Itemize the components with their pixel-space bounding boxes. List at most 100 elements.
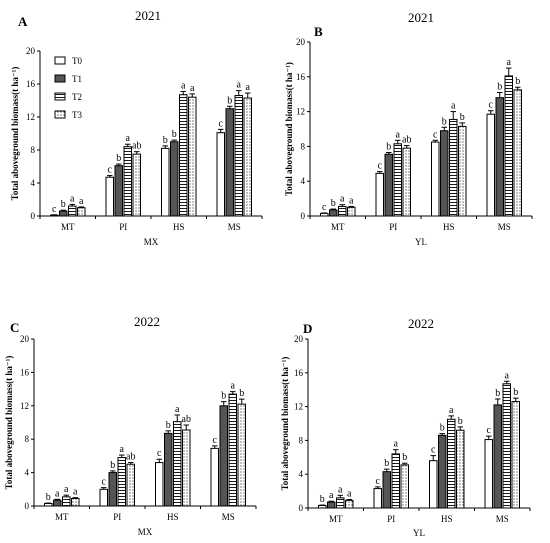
significance-letter: b [320, 494, 325, 505]
significance-letter: a [505, 370, 510, 381]
bar-t2 [447, 418, 456, 509]
bar-t1 [327, 501, 336, 509]
significance-letter: a [231, 381, 236, 392]
bar-t1 [493, 404, 502, 509]
panel-year-title: 2022 [408, 316, 434, 331]
panel-letter: C [10, 320, 19, 335]
significance-letter: a [449, 405, 454, 416]
significance-letter: ab [126, 452, 135, 463]
significance-letter: b [166, 420, 171, 431]
significance-letter: b [442, 116, 447, 127]
significance-letter: a [329, 490, 334, 501]
panel-year-title: 2021 [408, 10, 434, 25]
significance-letter: a [394, 439, 399, 450]
category-label: PI [389, 222, 397, 232]
significance-letter: ab [132, 141, 141, 152]
bar-t2 [173, 421, 182, 507]
y-tick-label: 16 [294, 368, 304, 378]
y-tick-label: 0 [299, 503, 304, 513]
bar-t2 [62, 496, 71, 507]
category-label: MT [55, 512, 69, 522]
bar-t1 [53, 499, 62, 507]
significance-letter: c [376, 476, 381, 487]
significance-letter: a [181, 80, 186, 91]
bar-t2 [504, 75, 513, 217]
y-tick-label: 16 [296, 72, 306, 82]
y-tick-label: 4 [25, 468, 30, 478]
significance-letter: b [386, 141, 391, 152]
category-label: MS [228, 222, 241, 232]
y-tick-label: 20 [20, 334, 30, 344]
y-tick-label: 12 [20, 401, 29, 411]
significance-letter: a [246, 82, 251, 93]
significance-letter: a [190, 83, 195, 94]
significance-letter: c [102, 477, 107, 488]
significance-letter: a [237, 80, 242, 91]
significance-letter: a [55, 488, 60, 499]
significance-letter: c [322, 202, 327, 213]
panel-letter: D [303, 321, 312, 336]
significance-letter: a [73, 487, 78, 498]
bar-t2 [123, 146, 132, 217]
bar-t2 [391, 453, 400, 509]
bar-t0 [431, 141, 440, 217]
significance-letter: b [440, 423, 445, 434]
legend-label-t2: T2 [72, 92, 82, 102]
bar-t3 [132, 153, 141, 217]
significance-letter: a [396, 129, 401, 140]
x-axis-label: MX [138, 527, 153, 537]
bar-t3 [243, 97, 252, 217]
y-tick-label: 16 [20, 367, 30, 377]
bar-t3 [71, 497, 80, 507]
legend-swatch-t1 [54, 74, 66, 83]
bar-t0 [50, 214, 59, 217]
bar-t3 [458, 125, 467, 217]
significance-letter: b [61, 199, 66, 210]
significance-letter: b [384, 458, 389, 469]
significance-letter: a [70, 193, 75, 204]
significance-letter: a [349, 195, 354, 206]
bar-t2 [234, 95, 243, 217]
y-tick-label: 16 [26, 79, 36, 89]
y-axis-label: Total aboveground biomass(t ha⁻¹) [10, 67, 20, 201]
significance-letter: b [495, 388, 500, 399]
panel-b: B 2021 0 4 8 12 16 20 Total aboveground biomass(… [284, 10, 533, 247]
category-label: PI [387, 514, 395, 524]
significance-letter: b [458, 416, 463, 427]
category-label: HS [441, 514, 453, 524]
bar-t2 [502, 383, 511, 509]
category-label: HS [173, 222, 185, 232]
bar-t3 [511, 401, 520, 509]
legend-swatch-t0 [54, 56, 66, 65]
significance-letter: b [513, 387, 518, 398]
bar-t2 [179, 94, 188, 217]
bar-t1 [225, 108, 234, 217]
significance-letter: a [338, 484, 343, 495]
significance-letter: b [46, 492, 51, 503]
bar-t1 [170, 141, 179, 217]
significance-letter: b [515, 76, 520, 87]
panel-letter: B [314, 24, 323, 39]
bar-t0 [318, 504, 327, 509]
legend-label-t0: T0 [72, 56, 82, 66]
significance-letter: b [172, 129, 177, 140]
bar-t0 [320, 212, 329, 217]
bar-t1 [59, 210, 68, 217]
bar-t1 [164, 432, 173, 507]
bar-t1 [495, 97, 504, 217]
significance-letter: a [507, 57, 512, 68]
y-tick-label: 8 [25, 434, 30, 444]
y-tick-label: 0 [25, 501, 30, 511]
bar-t1 [329, 209, 338, 217]
y-tick-label: 0 [301, 211, 306, 221]
bar-t0 [44, 502, 53, 507]
y-axis-label: Total aboveground biomass(t ha⁻¹) [284, 62, 294, 196]
significance-letter: b [402, 452, 407, 463]
panel-d: D 2022 0 4 8 12 16 20 Total aboveground biomass(… [280, 316, 531, 538]
x-axis-label: YL [413, 528, 425, 538]
y-tick-label: 12 [294, 402, 303, 412]
bar-t2 [228, 393, 237, 507]
significance-letter: c [487, 425, 492, 436]
bar-t1 [108, 472, 117, 507]
bar-t0 [486, 113, 495, 217]
